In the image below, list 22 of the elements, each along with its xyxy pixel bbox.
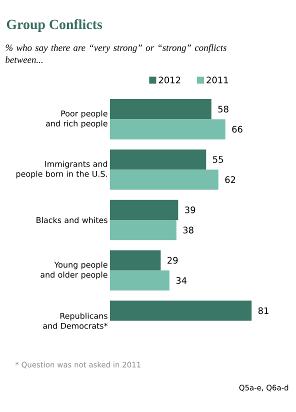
bar bbox=[110, 300, 252, 321]
bar bbox=[110, 119, 226, 140]
bar bbox=[110, 220, 176, 240]
data-label: 58 bbox=[218, 106, 228, 113]
bar bbox=[110, 200, 178, 220]
data-label: 81 bbox=[258, 307, 268, 314]
data-label: 62 bbox=[225, 176, 236, 184]
data-label: 39 bbox=[185, 206, 196, 214]
chart-title: Group Conflicts bbox=[6, 19, 102, 32]
bar bbox=[110, 99, 212, 120]
legend-label: 2011 bbox=[206, 76, 228, 84]
data-label: 66 bbox=[232, 126, 242, 133]
bar bbox=[110, 170, 218, 190]
data-label: 29 bbox=[168, 256, 178, 264]
bar bbox=[110, 270, 170, 291]
chart-subtitle: % who say there are “very strong” or “strong” conflicts between... bbox=[6, 44, 226, 63]
data-label: 55 bbox=[213, 156, 223, 163]
data-label: 38 bbox=[183, 226, 194, 234]
bar bbox=[110, 250, 161, 270]
legend-label: 2012 bbox=[158, 76, 180, 84]
bar bbox=[110, 149, 206, 170]
data-label: 34 bbox=[176, 277, 187, 284]
